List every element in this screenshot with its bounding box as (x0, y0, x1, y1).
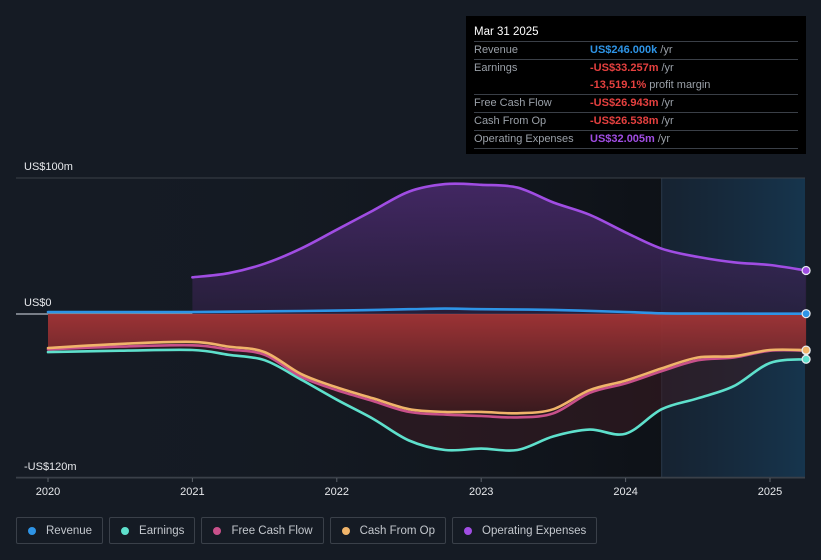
legend-dot-icon (341, 526, 350, 535)
x-tick-label: 2023 (469, 486, 493, 498)
tooltip-row: Free Cash Flow -US$26.943m/yr (474, 95, 798, 113)
legend-item-operating-expenses[interactable]: Operating Expenses (452, 517, 598, 544)
earnings-line (46, 348, 808, 452)
legend-label: Free Cash Flow (231, 524, 313, 537)
x-tick-label: 2022 (325, 486, 349, 498)
tooltip-row-value: US$32.005m (590, 133, 655, 145)
tooltip-row-label: Operating Expenses (474, 133, 574, 145)
chart: US$100m US$0 -US$120m 2020 2021 2022 2023 2024 2… (16, 161, 811, 498)
legend-item-cash-from-op[interactable]: Cash From Op (329, 517, 447, 544)
cash-from-op-area (48, 314, 807, 414)
tooltip-row: Operating Expenses US$32.005m/yr (474, 131, 798, 149)
tooltip-panel: Mar 31 2025 Revenue US$246.000k/yr Earning… (466, 16, 806, 154)
y-axis-label: -US$120m (24, 461, 77, 473)
legend-item-earnings[interactable]: Earnings (109, 517, 196, 544)
tooltip-row-label: Revenue (474, 44, 519, 56)
legend-dot-icon (464, 526, 473, 535)
tooltip-row-suffix: /yr (657, 133, 671, 145)
tooltip-row-value: -US$26.538m (590, 115, 659, 127)
legend-label: Earnings (139, 524, 185, 537)
x-tick-label: 2021 (180, 486, 204, 498)
legend: Revenue Earnings Free Cash Flow Cash From O… (16, 517, 598, 544)
x-tick-label: 2024 (613, 486, 637, 498)
tooltip-row: Revenue US$246.000k/yr (474, 42, 798, 60)
operating-expenses-line (191, 182, 808, 279)
revenue-end-point[interactable] (801, 309, 811, 319)
y-axis-label: US$0 (24, 297, 52, 309)
tooltip-row-value: -US$26.943m (590, 97, 659, 109)
legend-dot-icon (121, 526, 130, 535)
operating-expenses-end-point[interactable] (801, 265, 811, 276)
tooltip-date: Mar 31 2025 (474, 24, 798, 42)
tooltip-row-suffix: /yr (661, 115, 674, 127)
revenue-line (46, 307, 808, 316)
tooltip-row: Earnings -US$33.257m/yr (474, 60, 798, 77)
tooltip-row-label: Cash From Op (474, 115, 547, 127)
tooltip-row-value: US$246.000k (590, 44, 658, 56)
tooltip-row-suffix: /yr (660, 44, 673, 56)
legend-dot-icon (213, 526, 222, 535)
tooltip-row-value: -US$33.257m (590, 62, 659, 74)
tooltip-row-label (474, 77, 590, 94)
tooltip-row-suffix: /yr (661, 97, 674, 109)
tooltip-row: -13,519.1% profit margin (474, 77, 798, 95)
earnings-area (48, 341, 807, 450)
tooltip-row-suffix: /yr (661, 62, 674, 74)
cash-from-op-end-point[interactable] (801, 345, 811, 355)
x-tick-label: 2020 (36, 486, 60, 498)
legend-item-revenue[interactable]: Revenue (16, 517, 104, 544)
operating-expenses-area (192, 183, 807, 314)
earnings-end-point[interactable] (801, 354, 811, 364)
tooltip-row-label: Free Cash Flow (474, 97, 552, 109)
legend-label: Revenue (46, 524, 93, 537)
legend-dot-icon (28, 526, 36, 535)
legend-label: Operating Expenses (482, 524, 587, 537)
x-tick-label: 2025 (758, 486, 782, 498)
tooltip-row-suffix: profit margin (649, 79, 711, 91)
cash-from-op-line (46, 340, 808, 415)
free-cash-flow-line (46, 343, 808, 419)
legend-label: Cash From Op (359, 524, 436, 537)
legend-item-free-cash-flow[interactable]: Free Cash Flow (201, 517, 324, 544)
y-axis-label: US$100m (24, 161, 73, 173)
tooltip-row-label: Earnings (474, 62, 518, 74)
tooltip-row: Cash From Op -US$26.538m/yr (474, 113, 798, 131)
tooltip-row-value: -13,519.1% (590, 79, 647, 91)
